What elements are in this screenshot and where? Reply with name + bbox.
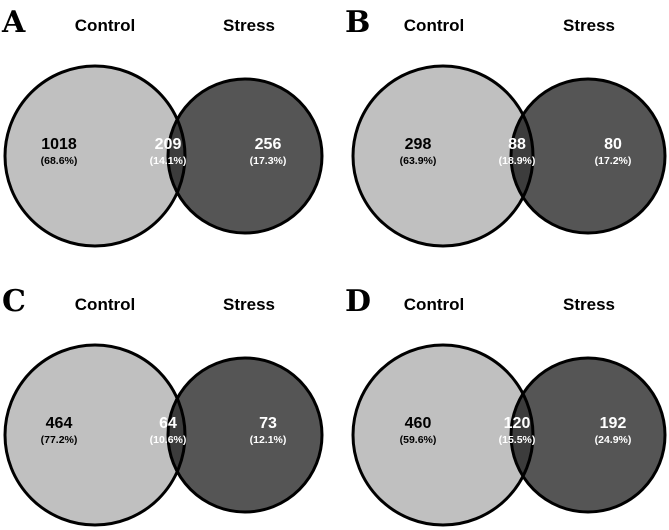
- panel-letter-b: B: [345, 5, 370, 40]
- shared-pct: (14.1%): [150, 155, 187, 167]
- control-only-pct: (63.9%): [400, 155, 437, 167]
- stress-circle-outline: [509, 77, 667, 235]
- panel-a: A Control Stress 1018 (68.6%) 209 (14.1%…: [1, 5, 324, 248]
- stress-label: Stress: [223, 295, 275, 314]
- control-only-pct: (68.6%): [41, 155, 78, 167]
- control-only-count: 464: [46, 415, 73, 432]
- shared-count: 120: [504, 415, 531, 432]
- shared-pct: (15.5%): [499, 434, 536, 446]
- panel-letter-c: C: [2, 284, 26, 319]
- stress-label: Stress: [223, 16, 275, 35]
- stress-circle: [168, 79, 322, 233]
- panel-letter-d: D: [345, 284, 371, 319]
- stress-only-count: 192: [600, 415, 627, 432]
- stress-circle-outline: [509, 356, 667, 514]
- stress-only-pct: (17.3%): [250, 155, 287, 167]
- control-only-count: 298: [405, 136, 432, 153]
- control-circle: [353, 66, 533, 246]
- panel-b: B Control Stress 298 (63.9%) 88 (18.9%) …: [345, 5, 667, 248]
- control-circle-outline: [351, 343, 535, 527]
- stress-only-count: 73: [259, 415, 277, 432]
- stress-label: Stress: [563, 295, 615, 314]
- panel-c: C Control Stress 464 (77.2%) 64 (10.6%) …: [2, 284, 324, 527]
- stress-only-pct: (12.1%): [250, 434, 287, 446]
- control-label: Control: [404, 295, 464, 314]
- control-only-pct: (59.6%): [400, 434, 437, 446]
- stress-only-count: 256: [255, 136, 282, 153]
- stress-circle: [168, 358, 322, 512]
- control-circle: [353, 345, 533, 525]
- control-only-count: 460: [405, 415, 432, 432]
- stress-circle: [511, 358, 665, 512]
- stress-label: Stress: [563, 16, 615, 35]
- control-circle: [5, 66, 185, 246]
- control-only-pct: (77.2%): [41, 434, 78, 446]
- control-label: Control: [75, 16, 135, 35]
- stress-only-pct: (24.9%): [595, 434, 632, 446]
- panel-d: D Control Stress 460 (59.6%) 120 (15.5%)…: [345, 284, 667, 527]
- stress-circle-outline: [166, 77, 324, 235]
- shared-count: 209: [155, 136, 182, 153]
- control-circle-outline: [351, 64, 535, 248]
- shared-count: 64: [159, 415, 177, 432]
- panel-letter-a: A: [1, 5, 26, 40]
- shared-pct: (18.9%): [499, 155, 536, 167]
- stress-circle-outline: [166, 356, 324, 514]
- control-circle-outline: [3, 64, 187, 248]
- control-label: Control: [75, 295, 135, 314]
- control-label: Control: [404, 16, 464, 35]
- control-only-count: 1018: [41, 136, 77, 153]
- stress-circle: [511, 79, 665, 233]
- stress-only-pct: (17.2%): [595, 155, 632, 167]
- shared-pct: (10.6%): [150, 434, 187, 446]
- shared-count: 88: [508, 136, 526, 153]
- control-circle-outline: [3, 343, 187, 527]
- control-circle: [5, 345, 185, 525]
- stress-only-count: 80: [604, 136, 622, 153]
